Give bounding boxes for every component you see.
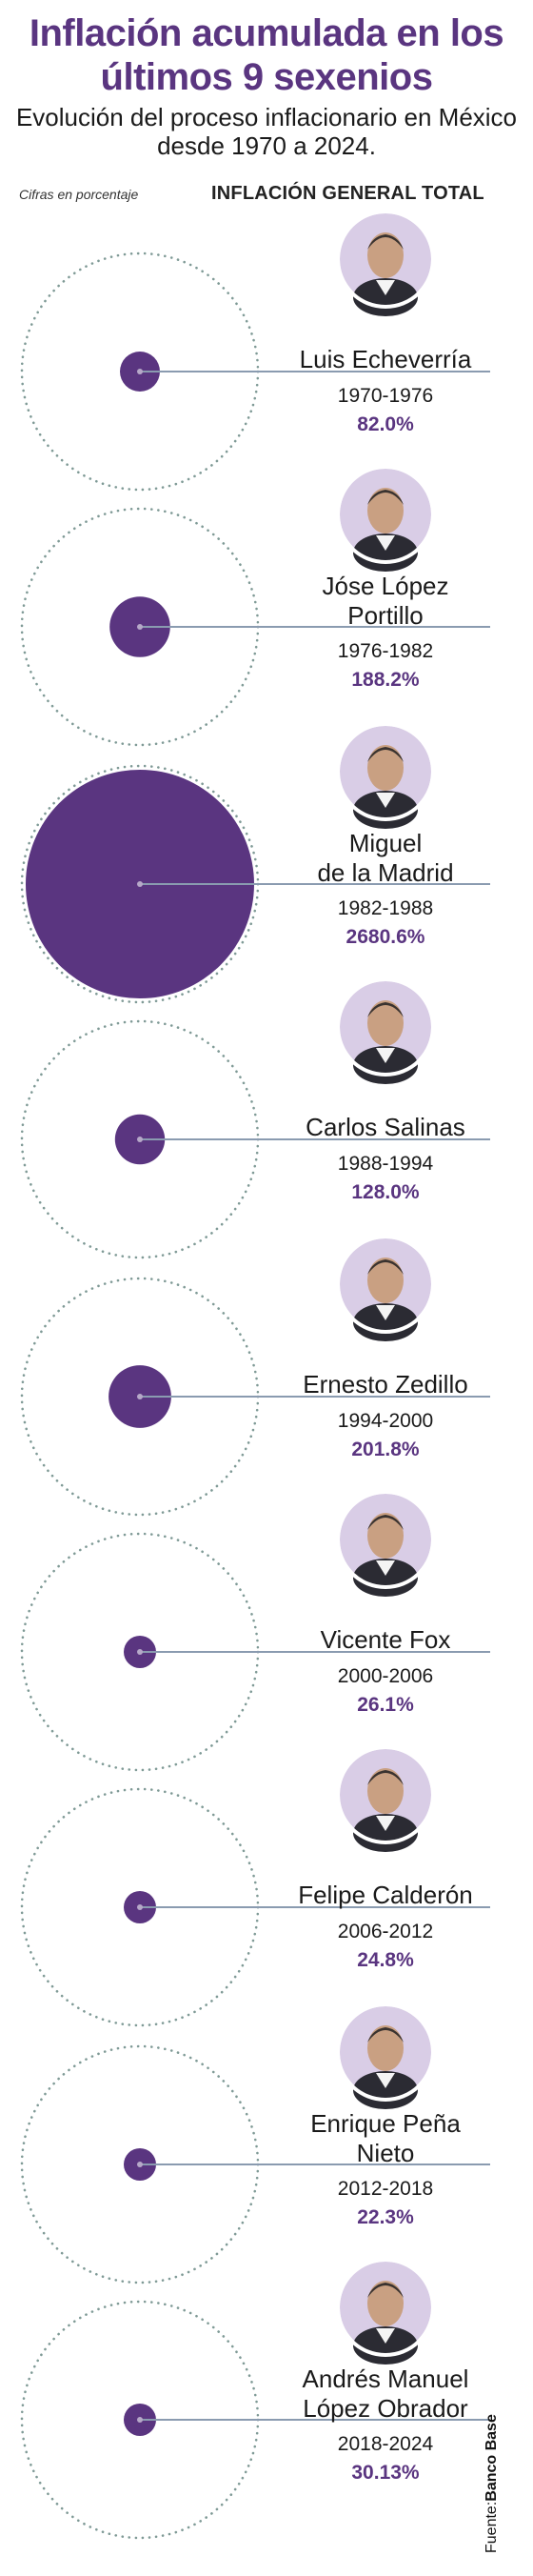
row-3-portrait-shirt [376, 793, 395, 808]
row-1-portrait-ring [336, 210, 435, 309]
row-3-portrait [336, 722, 435, 829]
row-2-portrait-shirt [376, 535, 395, 551]
row-6-period: 2000-2006 [337, 1665, 434, 1687]
row-1-portrait-face [367, 232, 404, 278]
row-5-period: 1994-2000 [337, 1410, 434, 1432]
page-title: Inflación acumulada en los últimos 9 sex… [29, 12, 504, 98]
row-5-portrait-shirt [376, 1305, 395, 1320]
row-8-portrait-suit [353, 2071, 418, 2109]
row-7-period: 2006-2012 [337, 1921, 434, 1942]
row-9-center-dot [137, 2417, 143, 2423]
row-6-portrait [336, 1490, 435, 1597]
row-8-center-dot [137, 2162, 143, 2167]
row-7-center-dot [137, 1904, 143, 1910]
row-8-value: 22.3% [357, 2206, 414, 2228]
row-4-portrait-ring [336, 977, 435, 1077]
row-5-value: 201.8% [351, 1439, 420, 1460]
row-7-value: 24.8% [357, 1949, 414, 1971]
row-8-portrait-face [367, 2025, 404, 2071]
column-header: INFLACIÓN GENERAL TOTAL [211, 183, 484, 204]
row-2-portrait-suit [353, 533, 418, 572]
row-4-portrait-shirt [376, 1048, 395, 1063]
row-7-name: Felipe Calderón [298, 1881, 473, 1909]
row-4-center-dot [137, 1137, 143, 1142]
row-1-center-dot [137, 369, 143, 374]
row-1-period: 1970-1976 [337, 385, 434, 407]
source-name: Banco Base [484, 2414, 500, 2502]
units-note: Cifras en porcentaje [19, 187, 139, 202]
row-1-name: Luis Echeverría [299, 345, 472, 373]
row-2-portrait-face [367, 488, 404, 533]
row-1-value: 82.0% [357, 413, 414, 435]
row-8-portrait [336, 2002, 435, 2109]
row-4-name: Carlos Salinas [306, 1113, 465, 1141]
row-6-value: 26.1% [357, 1694, 414, 1716]
row-6-portrait-hair [367, 1515, 404, 1530]
row-2-portrait-ring [336, 465, 435, 564]
row-4-value: 128.0% [351, 1181, 420, 1203]
row-5-portrait-hair [367, 1259, 404, 1275]
row-1-portrait-suit [353, 278, 418, 316]
row-9-portrait-shirt [376, 2328, 395, 2344]
row-9-portrait-face [367, 2281, 404, 2326]
row-9-name: Andrés Manuel López Obrador [302, 2365, 469, 2423]
row-8-period: 2012-2018 [337, 2178, 434, 2200]
row-2-value: 188.2% [351, 669, 420, 691]
row-6-portrait-face [367, 1513, 404, 1559]
row-8-portrait-ring [336, 2002, 435, 2102]
row-3-value: 2680.6% [345, 926, 425, 948]
row-7-portrait [336, 1745, 435, 1852]
row-5-portrait-suit [353, 1303, 418, 1341]
row-3-name: Miguel de la Madrid [317, 829, 454, 887]
row-9-value: 30.13% [351, 2462, 420, 2484]
row-2-portrait [336, 465, 435, 572]
row-9-portrait-suit [353, 2326, 418, 2365]
row-5-portrait [336, 1235, 435, 1341]
row-3-portrait-suit [353, 791, 418, 829]
row-3-center-dot [137, 881, 143, 887]
row-9-portrait-ring [336, 2258, 435, 2357]
row-9-period: 2018-2024 [337, 2433, 434, 2455]
row-7-portrait-ring [336, 1745, 435, 1844]
row-8-portrait-shirt [376, 2073, 395, 2088]
row-9-portrait-hair [367, 2283, 404, 2298]
row-2-period: 1976-1982 [337, 640, 434, 662]
row-7-portrait-shirt [376, 1816, 395, 1831]
row-5-name: Ernesto Zedillo [303, 1370, 468, 1399]
row-6-portrait-shirt [376, 1560, 395, 1576]
row-3-portrait-face [367, 745, 404, 791]
row-3-portrait-ring [336, 722, 435, 821]
row-4-portrait-suit [353, 1046, 418, 1084]
row-2-name: Jóse López Portillo [322, 572, 449, 630]
row-7-portrait-hair [367, 1770, 404, 1785]
row-4-portrait-hair [367, 1002, 404, 1017]
row-5-portrait-face [367, 1258, 404, 1303]
row-1-portrait-shirt [376, 280, 395, 295]
row-5-portrait-ring [336, 1235, 435, 1334]
row-6-portrait-ring [336, 1490, 435, 1589]
row-9-portrait [336, 2258, 435, 2365]
row-2-center-dot [137, 624, 143, 630]
row-3-period: 1982-1988 [337, 897, 434, 919]
row-6-portrait-suit [353, 1559, 418, 1597]
row-8-portrait-hair [367, 2027, 404, 2043]
row-4-portrait-face [367, 1000, 404, 1046]
row-7-portrait-face [367, 1768, 404, 1814]
row-2-portrait-hair [367, 490, 404, 505]
row-8-name: Enrique Peña Nieto [310, 2109, 461, 2167]
row-4-period: 1988-1994 [337, 1153, 434, 1175]
row-1-portrait-hair [367, 234, 404, 250]
row-3-portrait-hair [367, 747, 404, 762]
page-subtitle: Evolución del proceso inflacionario en M… [15, 103, 518, 160]
row-7-portrait-suit [353, 1814, 418, 1852]
row-6-name: Vicente Fox [320, 1625, 451, 1654]
row-4-portrait [336, 977, 435, 1084]
source-label: Fuente: [484, 2501, 500, 2553]
source-credit: Fuente:Banco Base [484, 2414, 501, 2553]
row-6-center-dot [137, 1649, 143, 1655]
row-1-portrait [336, 210, 435, 316]
row-5-center-dot [137, 1394, 143, 1399]
